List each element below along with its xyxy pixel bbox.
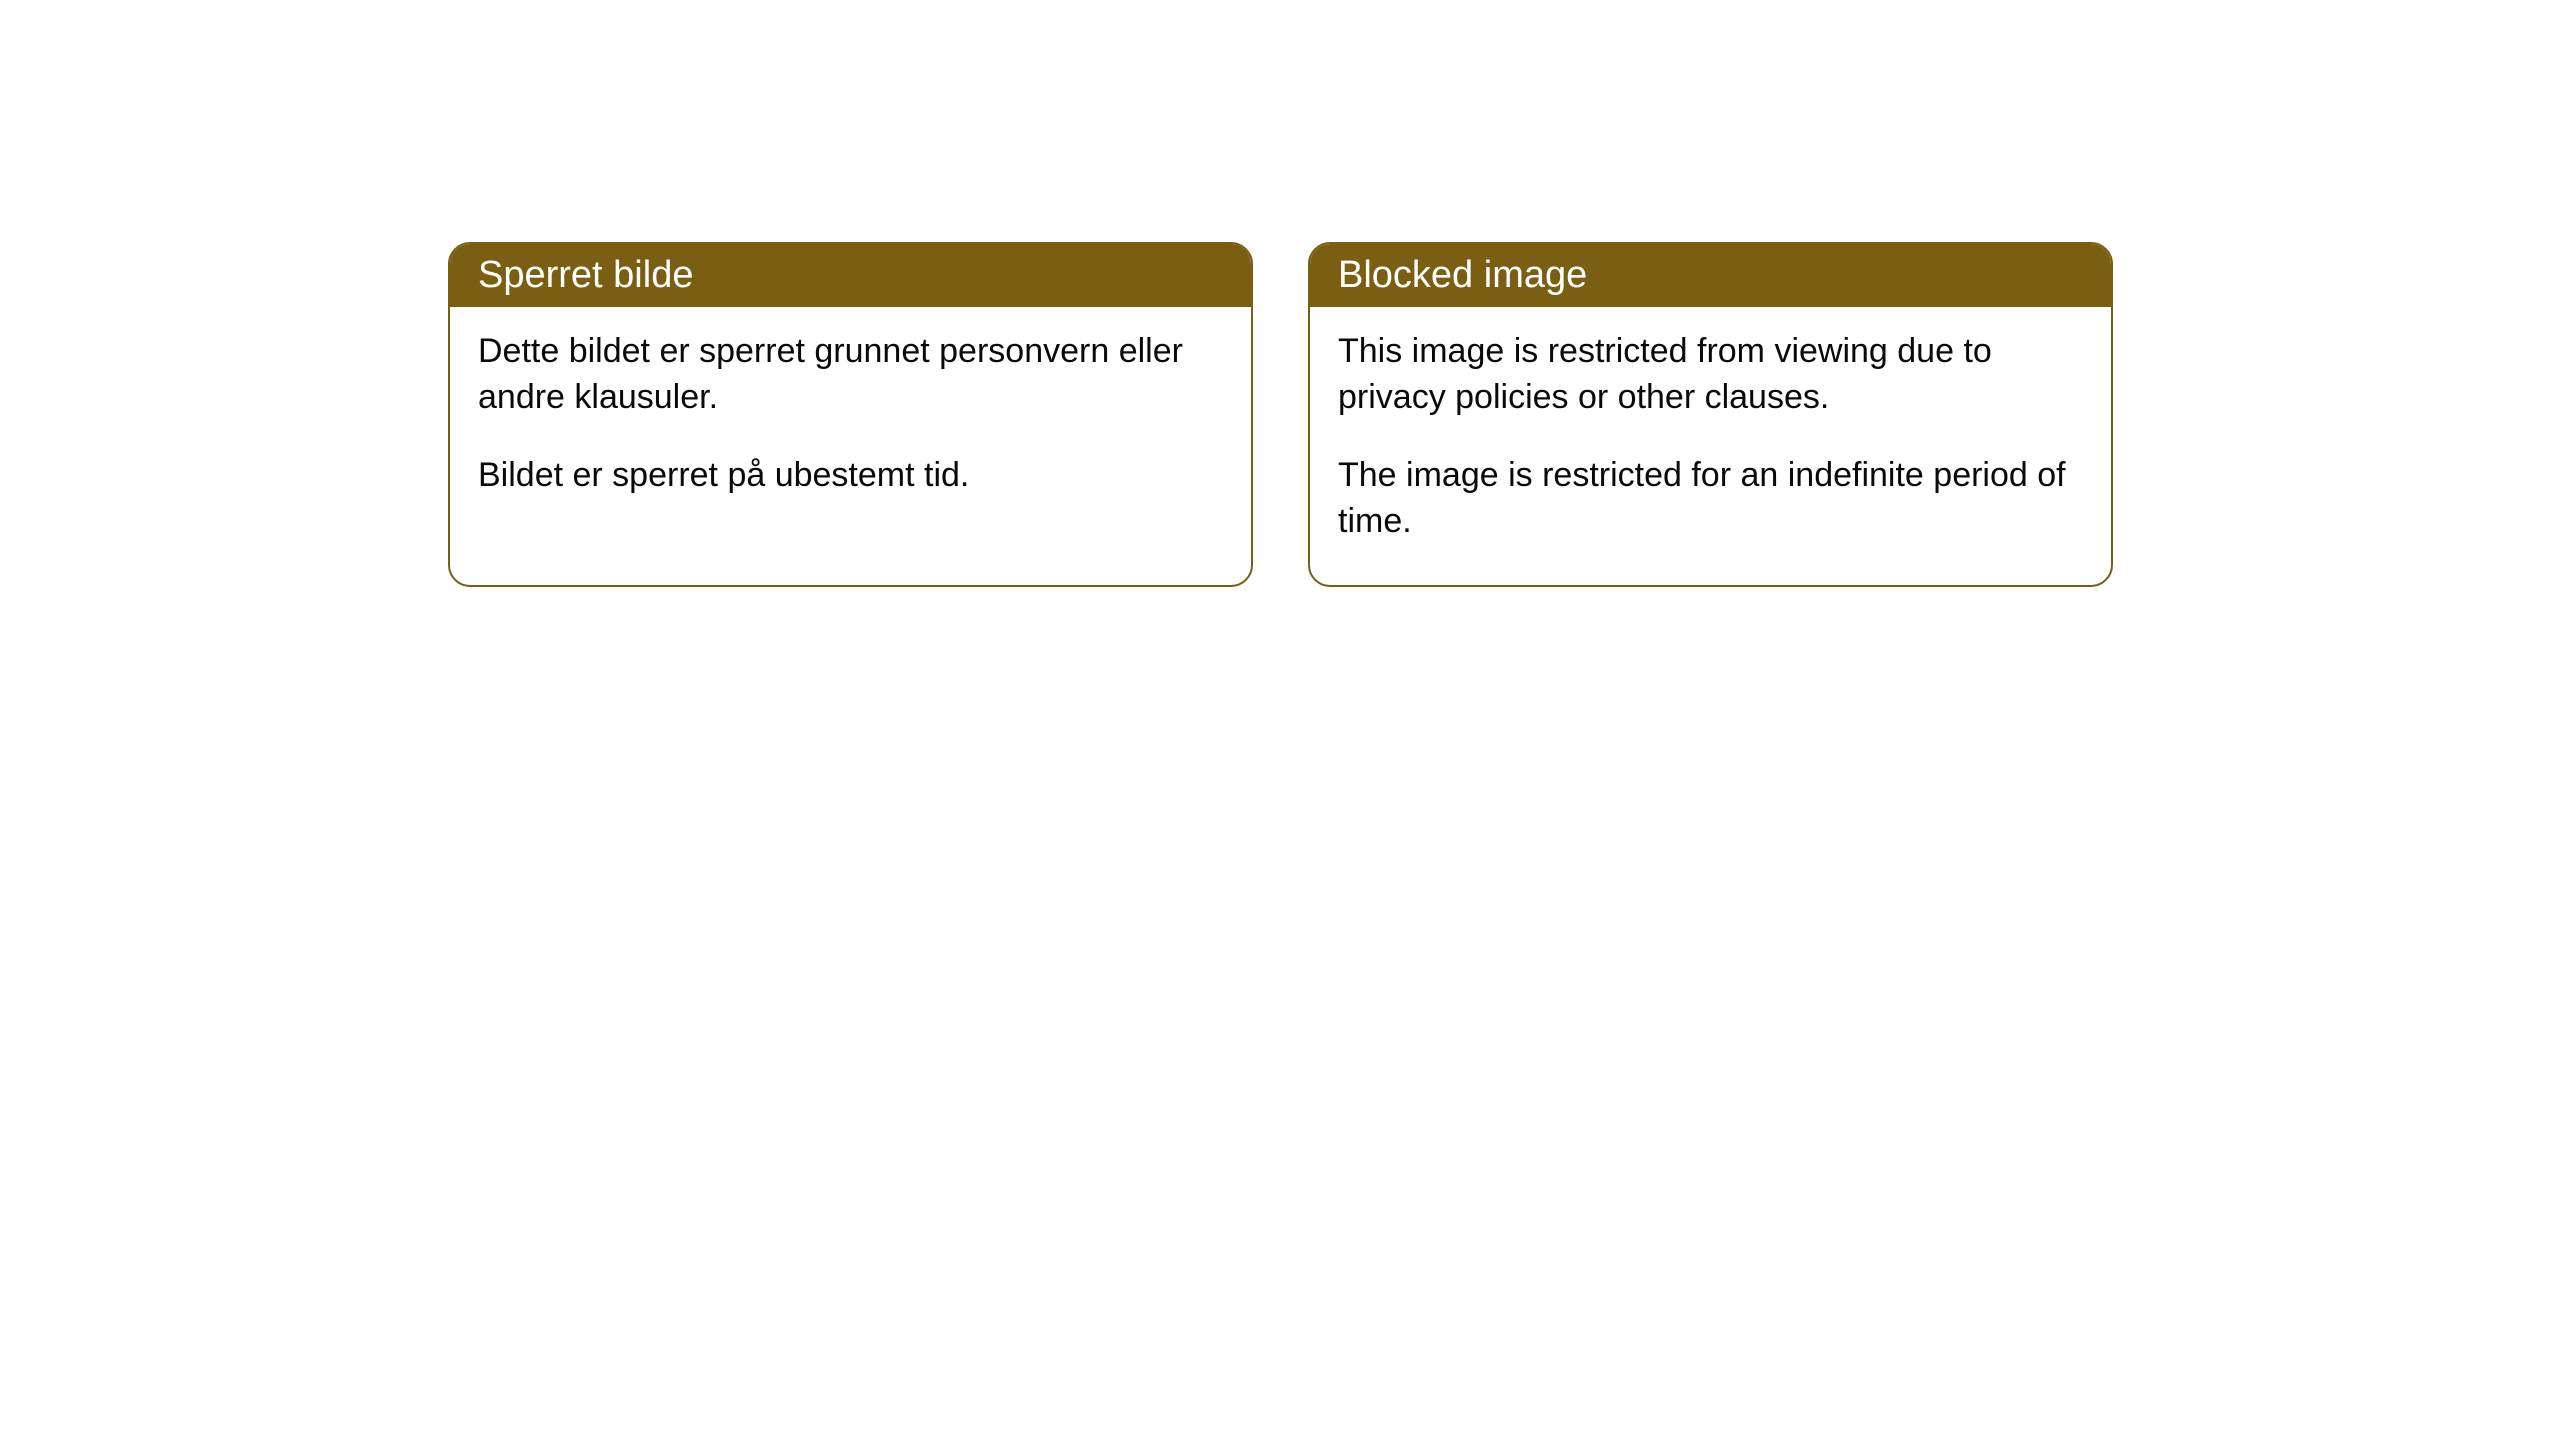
card-header: Blocked image xyxy=(1310,244,2111,307)
notice-text-line2: Bildet er sperret på ubestemt tid. xyxy=(478,453,1223,499)
notice-card-norwegian: Sperret bilde Dette bildet er sperret gr… xyxy=(448,242,1253,587)
notice-text-line1: Dette bildet er sperret grunnet personve… xyxy=(478,329,1223,421)
card-title: Blocked image xyxy=(1338,254,1587,296)
notice-card-english: Blocked image This image is restricted f… xyxy=(1308,242,2113,587)
card-body: This image is restricted from viewing du… xyxy=(1310,307,2111,585)
card-header: Sperret bilde xyxy=(450,244,1251,307)
notice-text-line1: This image is restricted from viewing du… xyxy=(1338,329,2083,421)
notice-container: Sperret bilde Dette bildet er sperret gr… xyxy=(0,0,2560,587)
card-title: Sperret bilde xyxy=(478,254,693,296)
card-body: Dette bildet er sperret grunnet personve… xyxy=(450,307,1251,539)
notice-text-line2: The image is restricted for an indefinit… xyxy=(1338,453,2083,545)
